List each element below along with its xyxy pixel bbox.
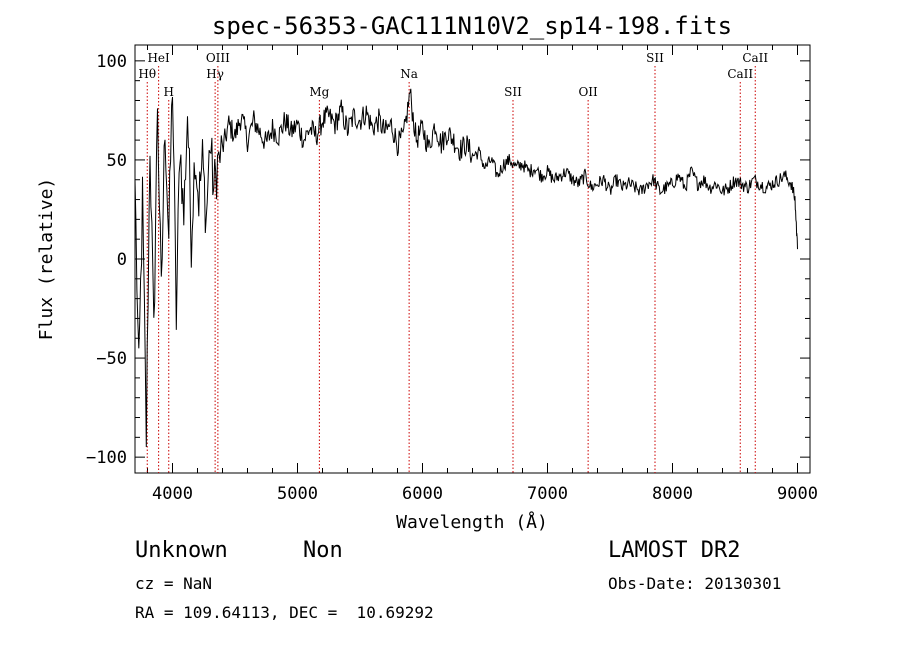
line-label: Na xyxy=(400,67,418,81)
x-axis-label: Wavelength (Å) xyxy=(396,511,548,533)
line-label: SII xyxy=(646,51,664,65)
line-label: OII xyxy=(578,85,598,99)
x-tick-label: 8000 xyxy=(652,484,693,504)
object-class: Unknown xyxy=(135,538,228,563)
observation-date: Obs-Date: 20130301 xyxy=(608,574,782,593)
axis-ticks: 4000 5000 6000 7000 8000 9000 −100 −50 0 50 100 xyxy=(86,45,818,504)
flux-series-line xyxy=(134,88,798,448)
line-label: Mg xyxy=(309,85,329,99)
plot-frame xyxy=(134,44,811,474)
line-markers: Hθ HeI H Hγ OIII Mg Na SII OII SII CaII CaII xyxy=(138,51,768,473)
line-label: Hθ xyxy=(138,67,156,81)
y-tick-label: 0 xyxy=(117,250,127,270)
x-tick-label: 4000 xyxy=(152,484,193,504)
line-label: CaII xyxy=(742,51,768,65)
line-label: CaII xyxy=(727,67,753,81)
spectrum-chart: spec-56353-GAC111N10V2_sp14-198.fits Wav… xyxy=(36,12,818,533)
x-tick-label: 6000 xyxy=(402,484,443,504)
y-tick-label: −50 xyxy=(96,349,127,369)
chart-title: spec-56353-GAC111N10V2_sp14-198.fits xyxy=(212,12,732,40)
x-tick-label: 7000 xyxy=(527,484,568,504)
redshift-value: cz = NaN xyxy=(135,574,213,593)
x-tick-label: 9000 xyxy=(777,484,818,504)
y-tick-label: −100 xyxy=(86,448,127,468)
y-axis-label: Flux (relative) xyxy=(36,178,57,341)
line-label: OIII xyxy=(206,51,230,65)
survey-name: LAMOST DR2 xyxy=(608,538,741,563)
coordinates: RA = 109.64113, DEC = 10.69292 xyxy=(135,603,434,622)
y-tick-label: 100 xyxy=(96,52,127,72)
x-tick-label: 5000 xyxy=(277,484,318,504)
object-subclass: Non xyxy=(303,538,343,563)
line-label: SII xyxy=(504,85,522,99)
line-label: Hγ xyxy=(206,67,224,81)
line-label: H xyxy=(164,85,174,99)
line-label: HeI xyxy=(147,51,170,65)
y-tick-label: 50 xyxy=(107,151,127,171)
